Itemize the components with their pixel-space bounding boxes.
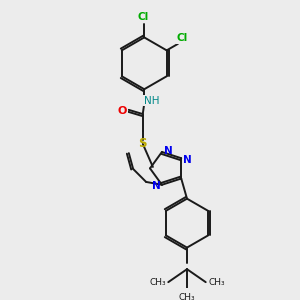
Text: N: N <box>164 146 172 155</box>
Text: CH₃: CH₃ <box>149 278 166 286</box>
Text: N: N <box>152 181 161 191</box>
Text: CH₃: CH₃ <box>208 278 225 286</box>
Text: Cl: Cl <box>177 33 188 43</box>
Text: O: O <box>118 106 127 116</box>
Text: S: S <box>139 137 147 150</box>
Text: NH: NH <box>144 96 159 106</box>
Text: Cl: Cl <box>137 12 148 22</box>
Text: N: N <box>183 155 192 165</box>
Text: CH₃: CH₃ <box>179 293 195 300</box>
